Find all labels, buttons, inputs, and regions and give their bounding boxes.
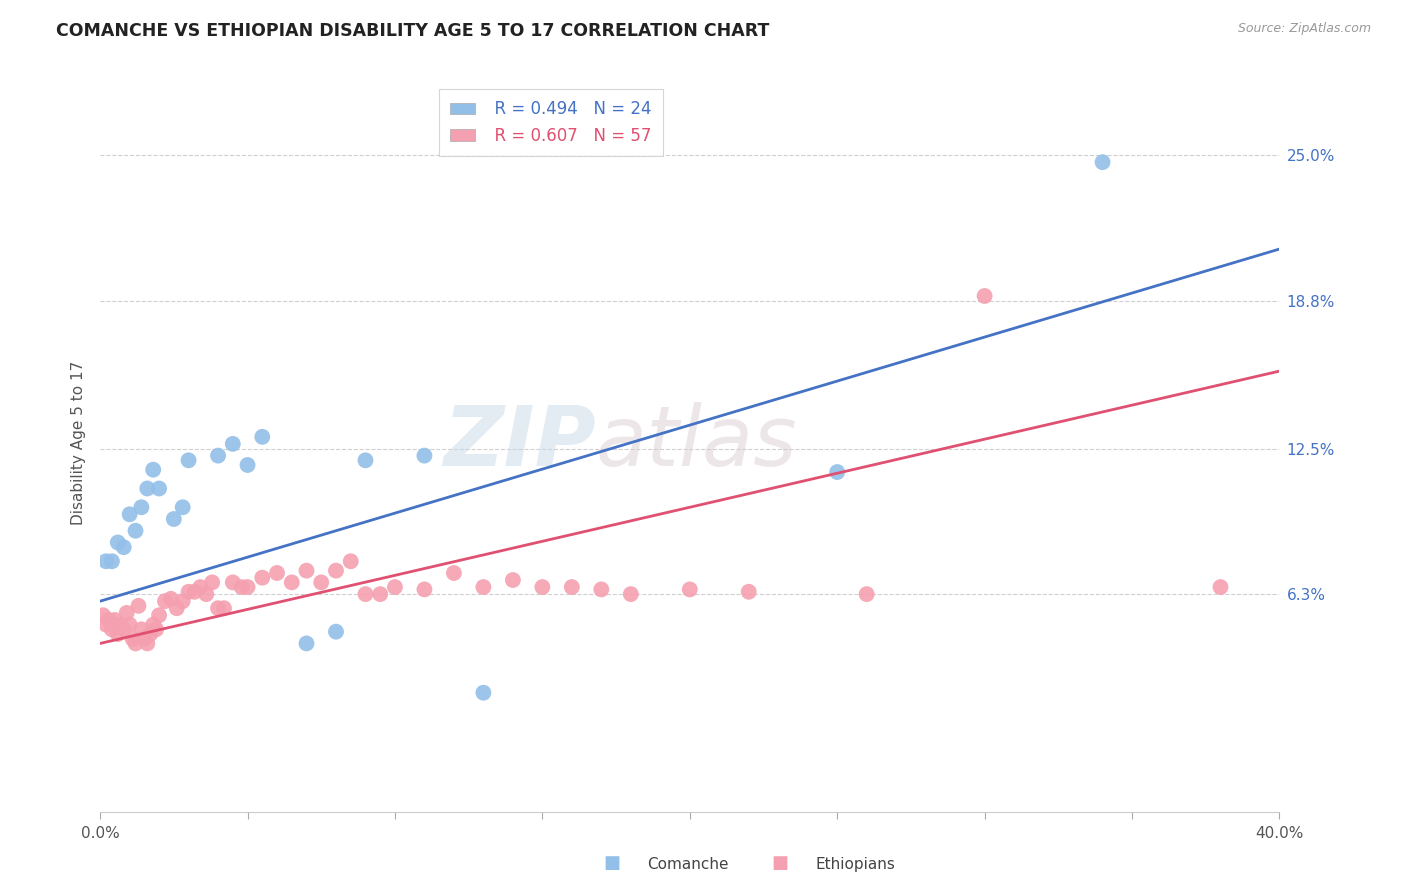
Point [153, 594, 176, 608]
Point [101, 554, 124, 568]
Point [354, 587, 377, 601]
Point [121, 632, 143, 646]
Point [94, 617, 117, 632]
Point [166, 601, 188, 615]
Point [190, 580, 212, 594]
Point [142, 463, 165, 477]
Point [124, 524, 146, 538]
Point [309, 575, 332, 590]
Point [163, 512, 186, 526]
Point [101, 623, 124, 637]
Point [207, 449, 229, 463]
Point [413, 449, 436, 463]
Point [94, 554, 117, 568]
Point [325, 564, 347, 578]
Point [222, 437, 245, 451]
Point [236, 458, 259, 472]
Point [531, 580, 554, 594]
Point [825, 465, 848, 479]
Point [413, 582, 436, 597]
Point [384, 580, 406, 594]
Text: ZIP: ZIP [443, 402, 595, 483]
Point [679, 582, 702, 597]
Point [295, 564, 318, 578]
Point [368, 587, 391, 601]
Point [172, 500, 194, 515]
Point [98, 613, 121, 627]
Point [118, 508, 141, 522]
Point [620, 587, 643, 601]
Point [177, 584, 200, 599]
Point [281, 575, 304, 590]
Point [252, 571, 274, 585]
Point [855, 587, 877, 601]
Text: ■: ■ [603, 855, 620, 872]
Point [131, 500, 153, 515]
Point [112, 540, 135, 554]
Point [1091, 155, 1114, 169]
Text: COMANCHE VS ETHIOPIAN DISABILITY AGE 5 TO 17 CORRELATION CHART: COMANCHE VS ETHIOPIAN DISABILITY AGE 5 T… [56, 22, 769, 40]
Legend:   R = 0.494   N = 24,   R = 0.607   N = 57: R = 0.494 N = 24, R = 0.607 N = 57 [439, 88, 662, 156]
Point [973, 289, 995, 303]
Point [738, 584, 761, 599]
Point [172, 594, 194, 608]
Point [212, 601, 235, 615]
Point [148, 608, 170, 623]
Point [195, 587, 218, 601]
Point [131, 623, 153, 637]
Point [443, 566, 465, 580]
Point [134, 632, 156, 646]
Y-axis label: Disability Age 5 to 17: Disability Age 5 to 17 [72, 360, 86, 524]
Point [591, 582, 613, 597]
Point [561, 580, 583, 594]
Point [145, 623, 167, 637]
Point [127, 599, 149, 613]
Text: Ethiopians: Ethiopians [815, 857, 896, 872]
Point [142, 617, 165, 632]
Point [354, 453, 377, 467]
Point [148, 482, 170, 496]
Point [107, 535, 129, 549]
Point [236, 580, 259, 594]
Point [118, 617, 141, 632]
Point [252, 430, 274, 444]
Text: ■: ■ [772, 855, 789, 872]
Point [201, 575, 224, 590]
Point [136, 482, 159, 496]
Point [1209, 580, 1232, 594]
Point [295, 636, 318, 650]
Point [107, 627, 129, 641]
Point [177, 453, 200, 467]
Text: Comanche: Comanche [647, 857, 728, 872]
Text: Source: ZipAtlas.com: Source: ZipAtlas.com [1237, 22, 1371, 36]
Point [183, 584, 205, 599]
Text: atlas: atlas [595, 402, 797, 483]
Point [91, 608, 114, 623]
Point [110, 617, 132, 632]
Point [160, 591, 183, 606]
Point [231, 580, 253, 594]
Point [222, 575, 245, 590]
Point [104, 613, 127, 627]
Point [472, 686, 495, 700]
Point [112, 623, 135, 637]
Point [325, 624, 347, 639]
Point [502, 573, 524, 587]
Point [124, 636, 146, 650]
Point [207, 601, 229, 615]
Point [266, 566, 288, 580]
Point [136, 636, 159, 650]
Point [472, 580, 495, 594]
Point [139, 627, 162, 641]
Point [339, 554, 361, 568]
Point [115, 606, 138, 620]
